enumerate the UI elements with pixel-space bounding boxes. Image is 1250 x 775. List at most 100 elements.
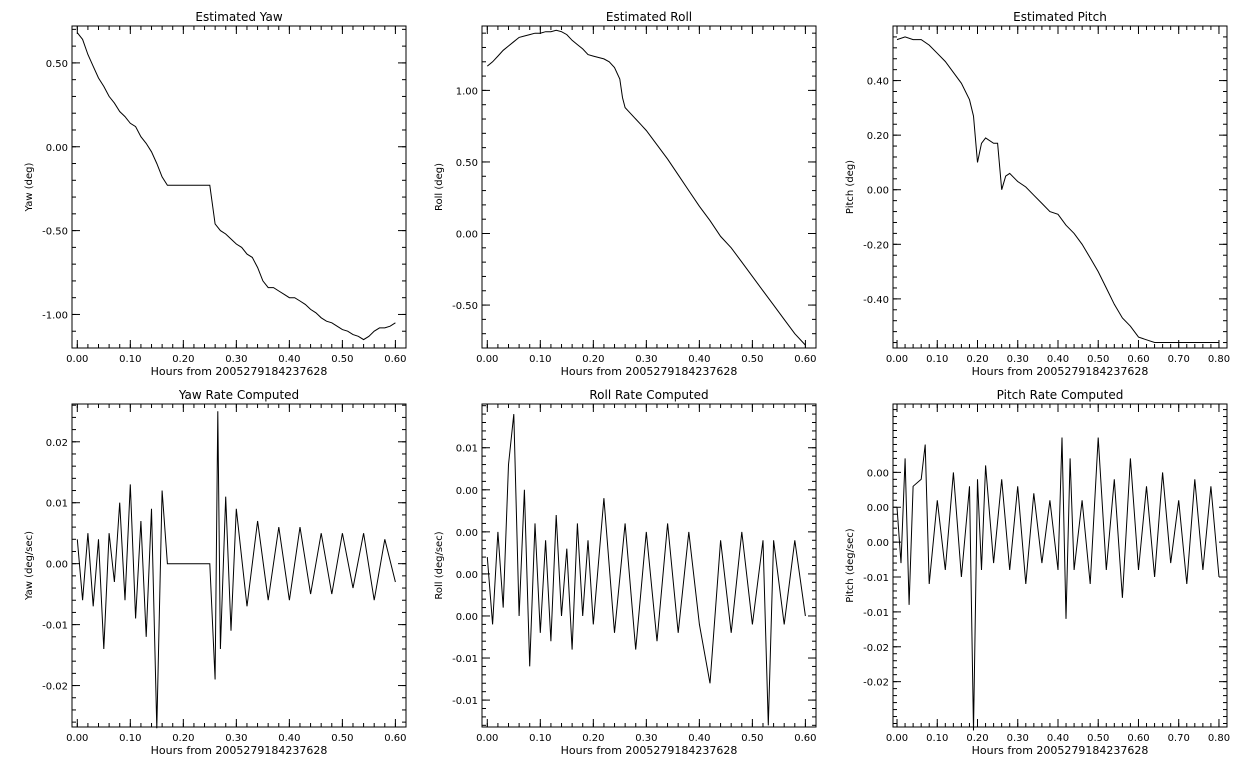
x-tick-label: 0.40 bbox=[1047, 354, 1069, 365]
chart-title: Estimated Roll bbox=[606, 10, 692, 24]
x-tick-label: 0.80 bbox=[1208, 733, 1230, 744]
x-tick-label: 0.40 bbox=[278, 733, 300, 744]
chart-panel-2: 0.00 0.10 0.20 0.30 0.40 0.50 0.60 1.00 0.50 0.00… bbox=[434, 10, 817, 378]
x-tick-label: 0.10 bbox=[119, 733, 141, 744]
y-tick-label: 0.01 bbox=[46, 499, 68, 510]
x-tick-label: 0.60 bbox=[1127, 354, 1149, 365]
chart-title: Pitch Rate Computed bbox=[997, 388, 1124, 402]
y-axis-label: Roll (deg/sec) bbox=[434, 531, 445, 599]
y-tick-label: -0.01 bbox=[42, 621, 68, 632]
plot-frame bbox=[892, 25, 1228, 349]
y-tick-label: 0.00 bbox=[456, 230, 478, 241]
series-line-1 bbox=[76, 411, 396, 729]
x-axis-label: Hours from 2005279184237628 bbox=[972, 744, 1149, 757]
chart-panel-4: 0.00 0.10 0.20 0.30 0.40 0.50 0.60 0.02 0.01 0.00… bbox=[24, 388, 407, 757]
x-tick-label: 0.00 bbox=[886, 354, 908, 365]
x-tick-label: 0.20 bbox=[172, 354, 194, 365]
y-tick-label: 0.00 bbox=[456, 570, 478, 581]
y-tick-label: 0.00 bbox=[46, 143, 68, 154]
y-tick-label: 1.00 bbox=[456, 86, 478, 97]
x-tick-label: 0.60 bbox=[384, 354, 406, 365]
x-tick-label: 0.40 bbox=[278, 354, 300, 365]
x-tick-label: 0.00 bbox=[66, 733, 88, 744]
x-tick-label: 0.20 bbox=[966, 354, 988, 365]
x-tick-label: 0.30 bbox=[225, 733, 247, 744]
x-tick-label: 0.70 bbox=[1168, 354, 1190, 365]
plot-frame bbox=[481, 25, 817, 349]
y-tick-label: 0.01 bbox=[456, 444, 478, 455]
series-line-1 bbox=[486, 414, 806, 726]
x-axis-label: Hours from 2005279184237628 bbox=[972, 365, 1149, 378]
y-tick-label: 0.00 bbox=[456, 528, 478, 539]
x-tick-label: 0.80 bbox=[1208, 354, 1230, 365]
x-axis-label: Hours from 2005279184237628 bbox=[151, 365, 328, 378]
x-tick-label: 0.60 bbox=[384, 733, 406, 744]
y-tick-label: -0.01 bbox=[863, 573, 889, 584]
x-tick-label: 0.60 bbox=[1127, 733, 1149, 744]
y-tick-label: 0.00 bbox=[867, 468, 889, 479]
x-tick-label: 0.20 bbox=[966, 733, 988, 744]
chart-title: Estimated Pitch bbox=[1013, 10, 1107, 24]
chart-title: Yaw Rate Computed bbox=[178, 388, 299, 402]
y-tick-label: -0.02 bbox=[863, 643, 889, 654]
y-axis-label: Pitch (deg) bbox=[845, 160, 856, 214]
x-tick-label: 0.00 bbox=[476, 354, 498, 365]
y-tick-label: -0.50 bbox=[42, 227, 68, 238]
y-axis-label: Roll (deg) bbox=[434, 163, 445, 211]
x-tick-label: 0.40 bbox=[688, 354, 710, 365]
y-tick-label: -0.01 bbox=[452, 696, 478, 707]
plot-frame bbox=[481, 403, 817, 728]
x-tick-label: 0.60 bbox=[794, 354, 816, 365]
x-tick-label: 0.30 bbox=[1007, 354, 1029, 365]
series-line-1 bbox=[896, 437, 1220, 731]
x-tick-label: 0.10 bbox=[926, 733, 948, 744]
y-tick-label: 0.00 bbox=[456, 612, 478, 623]
y-tick-label: -0.40 bbox=[863, 295, 889, 306]
x-axis-label: Hours from 2005279184237628 bbox=[561, 744, 738, 757]
series-line-1 bbox=[896, 36, 1219, 343]
chart-panel-6: 0.00 0.10 0.20 0.30 0.40 0.50 0.60 0.70 0.80 0.00… bbox=[845, 388, 1230, 757]
chart-title: Estimated Yaw bbox=[195, 10, 282, 24]
chart-panel-1: 0.00 0.10 0.20 0.30 0.40 0.50 0.60 0.50 0.00 -0.5… bbox=[24, 10, 407, 378]
x-tick-label: 0.50 bbox=[1087, 354, 1109, 365]
x-tick-label: 0.10 bbox=[529, 733, 551, 744]
chart-panel-5: 0.00 0.10 0.20 0.30 0.40 0.50 0.60 0.01 0.00 0.00… bbox=[434, 388, 817, 757]
y-tick-label: -0.50 bbox=[452, 301, 478, 312]
series-line-1 bbox=[76, 32, 396, 341]
y-tick-label: 0.00 bbox=[867, 503, 889, 514]
y-axis-label: Yaw (deg/sec) bbox=[24, 531, 35, 601]
y-tick-label: -1.00 bbox=[42, 310, 68, 321]
x-tick-label: 0.20 bbox=[582, 733, 604, 744]
series-line-1 bbox=[486, 29, 806, 346]
y-tick-label: 0.20 bbox=[867, 131, 889, 142]
x-tick-label: 0.50 bbox=[331, 733, 353, 744]
chart-panel-3: 0.00 0.10 0.20 0.30 0.40 0.50 0.60 0.70 0.80 0.40… bbox=[845, 10, 1230, 378]
x-tick-label: 0.40 bbox=[1047, 733, 1069, 744]
x-tick-label: 0.50 bbox=[741, 733, 763, 744]
x-tick-label: 0.50 bbox=[741, 354, 763, 365]
y-tick-label: 0.50 bbox=[46, 59, 68, 70]
y-tick-label: -0.01 bbox=[452, 654, 478, 665]
x-tick-label: 0.00 bbox=[66, 354, 88, 365]
x-tick-label: 0.60 bbox=[794, 733, 816, 744]
chart-title: Roll Rate Computed bbox=[589, 388, 708, 402]
x-tick-label: 0.30 bbox=[1007, 733, 1029, 744]
y-axis-label: Yaw (deg) bbox=[24, 162, 35, 212]
x-tick-label: 0.30 bbox=[635, 733, 657, 744]
y-tick-label: -0.02 bbox=[863, 678, 889, 689]
x-tick-label: 0.10 bbox=[529, 354, 551, 365]
y-tick-label: -0.02 bbox=[42, 682, 68, 693]
y-tick-label: 0.00 bbox=[867, 186, 889, 197]
x-tick-label: 0.30 bbox=[225, 354, 247, 365]
x-tick-label: 0.20 bbox=[172, 733, 194, 744]
x-tick-label: 0.40 bbox=[688, 733, 710, 744]
y-tick-label: 0.02 bbox=[46, 438, 68, 449]
plot-frame bbox=[71, 25, 407, 349]
x-tick-label: 0.50 bbox=[1087, 733, 1109, 744]
y-tick-label: 0.00 bbox=[867, 538, 889, 549]
y-tick-label: -0.01 bbox=[863, 608, 889, 619]
x-tick-label: 0.20 bbox=[582, 354, 604, 365]
plot-frame bbox=[71, 403, 407, 728]
y-tick-label: 0.00 bbox=[46, 560, 68, 571]
